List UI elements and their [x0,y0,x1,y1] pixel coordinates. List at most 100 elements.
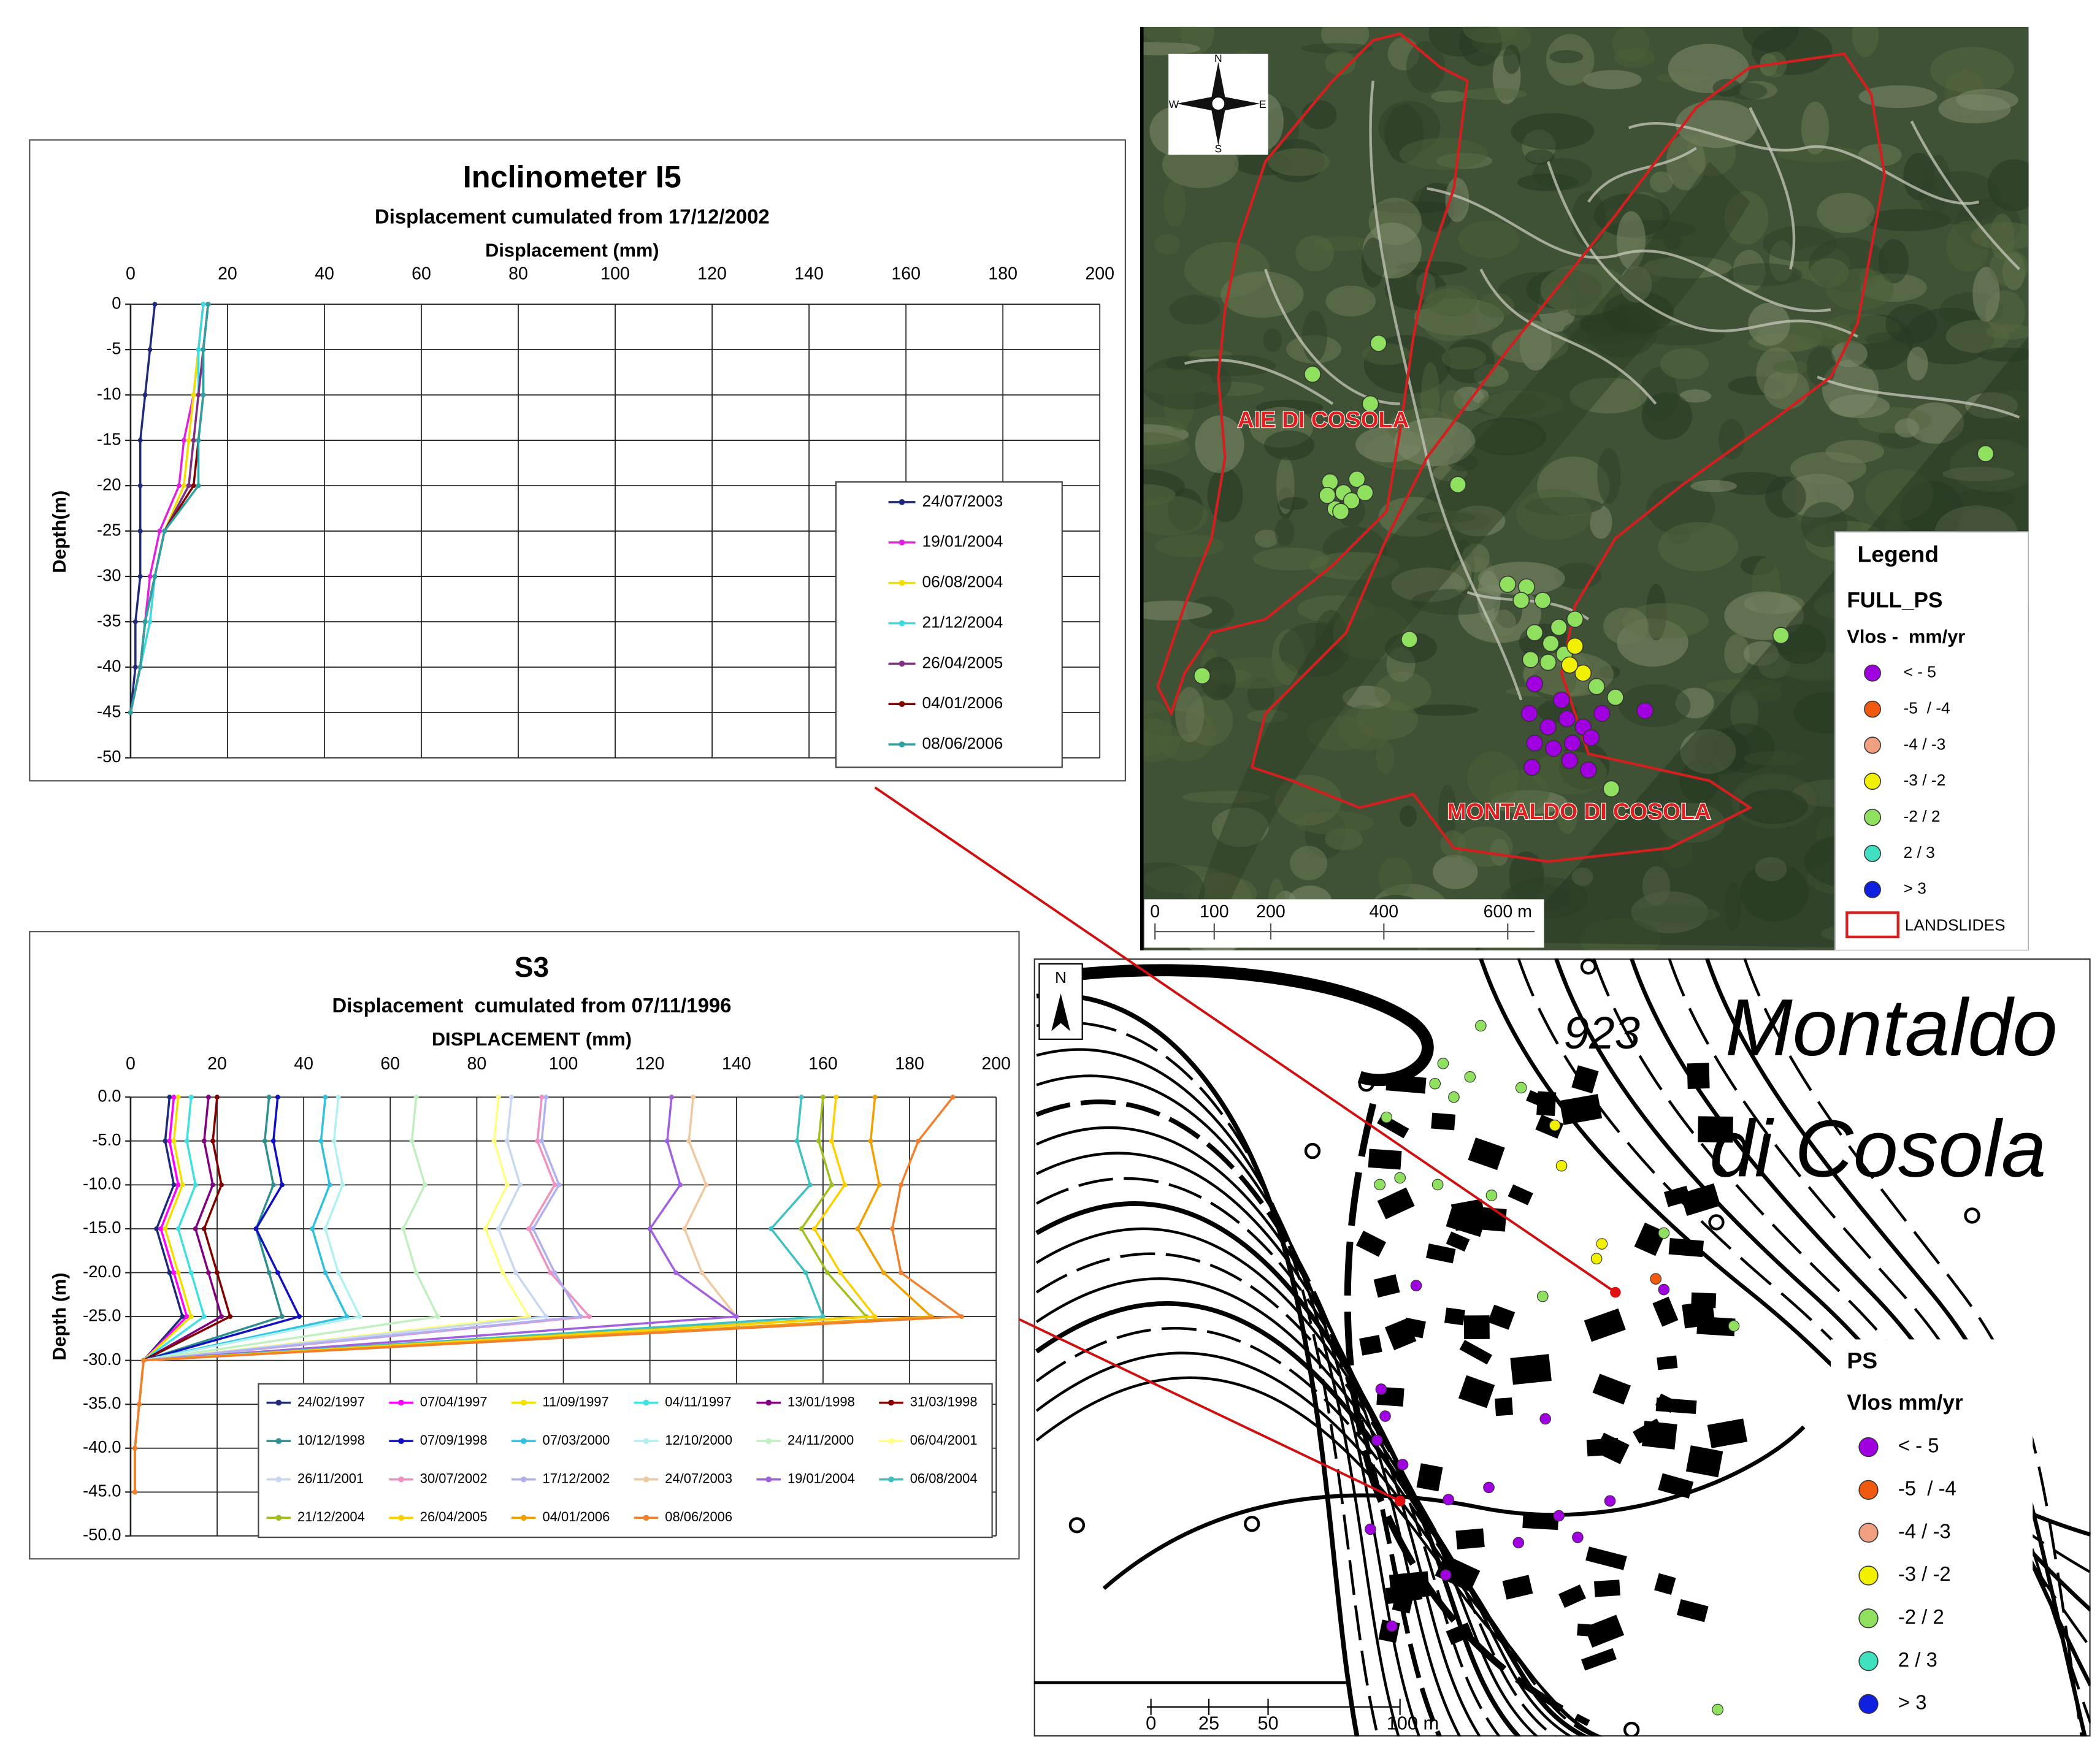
data-point [137,483,143,489]
building [1459,1340,1492,1365]
legend-label: > 3 [1904,879,1926,898]
terrain [1191,354,1276,376]
contour [1668,958,2091,1724]
building [1593,1580,1620,1597]
data-point [175,1226,181,1231]
ps-point [1523,758,1541,776]
legend-marker [520,1476,527,1483]
data-point [193,1182,198,1188]
legend-label: 13/01/1998 [788,1394,855,1409]
ps-point [1563,734,1581,752]
ps-point [1539,654,1557,671]
ps-point [1603,780,1620,798]
legend-marker [899,660,905,667]
terrain [1742,26,1799,52]
legend-marker [888,1476,894,1483]
terrain [1798,321,1853,346]
data-point [275,1095,280,1100]
terrain [1458,220,1520,258]
data-point [188,1270,194,1275]
ps-point [1374,1179,1386,1191]
data-point [734,1314,739,1320]
compass-s: S [1215,142,1222,155]
terrain [1724,634,1750,673]
data-point [191,483,196,489]
legend-marker [398,1399,404,1406]
data-point [344,1314,350,1320]
building [1385,1074,1427,1094]
terrain [1987,159,2029,212]
building [1355,1231,1387,1257]
building [1425,1243,1456,1264]
ps-point [1431,1179,1444,1191]
ps-point [1526,734,1544,752]
building [1687,1063,1710,1089]
terrain [1143,26,1198,44]
ps-point [1397,1459,1409,1470]
compass-w: W [1169,98,1179,110]
scale-label: 50 [1257,1712,1278,1733]
data-point [210,1138,215,1144]
data-point [171,1095,177,1100]
data-point [228,1314,233,1320]
legend-label: 04/11/1997 [665,1394,731,1409]
legend-label: 24/07/2003 [922,492,1003,510]
ps-point [1658,1227,1670,1239]
terrain [1378,857,1412,896]
ps-point [1379,1410,1391,1422]
ps-point [1499,575,1517,593]
data-point [799,1226,804,1231]
data-point [188,1314,194,1320]
terrain [1724,191,1769,245]
ps-point [1566,610,1584,628]
legend-label: 17/12/2002 [543,1471,610,1486]
legend-label: 08/06/2006 [922,734,1003,752]
data-point [794,1138,800,1144]
data-point [180,1182,185,1188]
legend-dot [1864,700,1882,718]
ps-point [1555,1160,1568,1172]
data-point [838,1270,843,1275]
data-point [335,1270,341,1275]
ps-point [1515,1082,1527,1094]
data-point [253,1226,259,1231]
data-point [531,1226,536,1231]
building [1634,1222,1666,1256]
building [1584,1614,1625,1648]
data-point [262,1138,267,1144]
data-point [279,1182,285,1188]
data-point [435,1314,440,1320]
data-point [548,1270,553,1275]
x-tick-label: 200 [981,1054,1011,1074]
terrain [1267,148,1330,177]
ps-point [1588,678,1606,695]
data-point [811,1226,817,1231]
terrain [1175,687,1205,743]
ps-point [1401,630,1418,648]
ps-point [1394,1172,1406,1184]
legend-label: 07/03/2000 [543,1432,610,1448]
legend-label: 06/08/2004 [910,1471,978,1486]
connector-end [1610,1286,1621,1298]
terrain [1263,328,1282,352]
data-point [539,1095,545,1100]
ps-point [1483,1481,1495,1494]
terrain [1408,704,1479,716]
x-tick-label: 80 [508,264,528,283]
map-symbol [1068,1517,1086,1534]
terrain [1393,417,1476,467]
legend-label: 07/04/1997 [420,1394,488,1409]
building [1558,1584,1586,1608]
building [1495,1397,1513,1416]
ps-point [1194,667,1211,685]
x-tick-label: 160 [891,264,921,283]
road [1184,358,1334,405]
data-point [686,1138,692,1144]
terrain [1646,481,1715,535]
terrain [1140,700,1172,757]
data-point [669,1095,674,1100]
data-point [181,438,186,443]
terrain [1264,430,1315,460]
building [1416,1463,1443,1492]
legend-label: 24/07/2003 [665,1471,732,1486]
